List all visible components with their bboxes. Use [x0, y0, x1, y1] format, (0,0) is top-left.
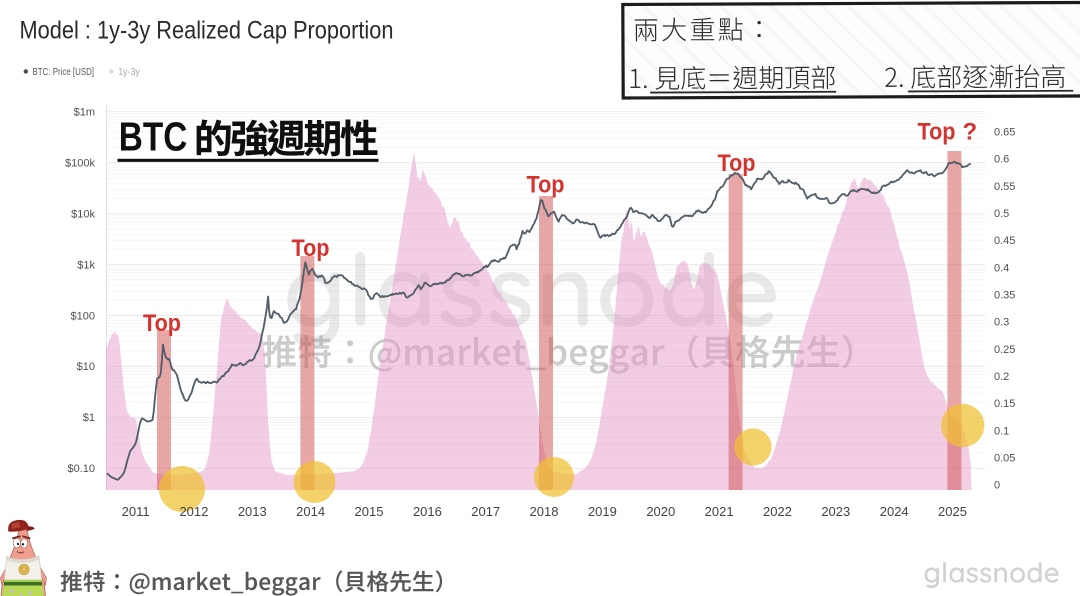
svg-text:2022: 2022: [763, 504, 792, 519]
svg-text:0.5: 0.5: [994, 208, 1009, 220]
svg-text:2011: 2011: [122, 504, 150, 519]
svg-text:BTC: Price [USD]: BTC: Price [USD]: [33, 66, 95, 78]
svg-text:$0.10: $0.10: [67, 463, 95, 475]
svg-text:2017: 2017: [471, 504, 500, 519]
svg-text:Top: Top: [718, 150, 756, 177]
svg-text:Top: Top: [292, 235, 330, 262]
svg-text:$10: $10: [77, 361, 95, 373]
svg-text:Top: Top: [527, 172, 565, 199]
svg-text:Top: Top: [918, 119, 956, 146]
svg-text:0.05: 0.05: [994, 452, 1015, 464]
svg-text:$100k: $100k: [65, 158, 95, 170]
svg-text:0.3: 0.3: [994, 317, 1009, 329]
svg-text:$1k: $1k: [77, 259, 95, 271]
svg-text:BTC: BTC: [119, 114, 188, 160]
svg-text:2018: 2018: [530, 504, 559, 519]
svg-text:0.2: 0.2: [994, 371, 1009, 383]
svg-text:0.45: 0.45: [994, 235, 1015, 247]
svg-text:2025: 2025: [938, 504, 967, 519]
svg-text:0.65: 0.65: [994, 127, 1015, 139]
svg-text:2015: 2015: [355, 504, 384, 519]
svg-text:0.1: 0.1: [994, 425, 1009, 437]
svg-text:0.6: 0.6: [994, 154, 1009, 166]
svg-text:$1: $1: [83, 412, 95, 424]
svg-text:2023: 2023: [821, 504, 850, 519]
svg-text:$10k: $10k: [71, 209, 95, 221]
svg-text:?: ?: [963, 119, 978, 146]
svg-text:2012: 2012: [179, 504, 208, 519]
svg-text:2014: 2014: [296, 504, 325, 519]
svg-text:2020: 2020: [646, 504, 675, 519]
svg-text:0.55: 0.55: [994, 181, 1015, 193]
svg-text:Top: Top: [143, 310, 181, 337]
svg-text:2016: 2016: [413, 504, 442, 519]
svg-text:2013: 2013: [238, 504, 267, 519]
svg-text:1y-3y: 1y-3y: [118, 66, 140, 78]
svg-text:Model : 1y-3y Realized Cap Pro: Model : 1y-3y Realized Cap Proportion: [20, 16, 394, 44]
svg-text:0.4: 0.4: [994, 262, 1009, 274]
svg-text:2021: 2021: [705, 504, 734, 519]
svg-text:2019: 2019: [588, 504, 617, 519]
svg-text:0: 0: [994, 480, 1000, 492]
svg-text:0.25: 0.25: [994, 344, 1015, 356]
svg-text:$1m: $1m: [74, 107, 95, 119]
svg-text:0.15: 0.15: [994, 398, 1015, 410]
svg-text:0.35: 0.35: [994, 290, 1015, 302]
svg-text:$100: $100: [71, 310, 95, 322]
svg-text:2024: 2024: [880, 504, 909, 519]
